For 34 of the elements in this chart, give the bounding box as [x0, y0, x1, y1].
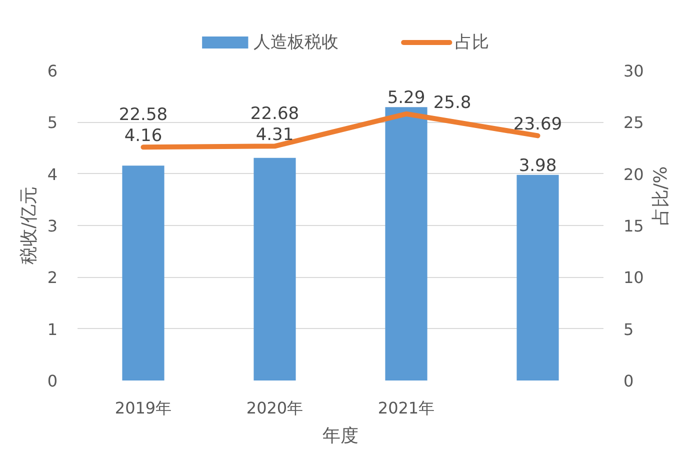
data-label: 22.58: [118, 105, 168, 126]
y2-tick-label: 10: [624, 268, 644, 288]
legend-label: 占比: [455, 32, 490, 52]
y-tick-label: 1: [47, 320, 58, 339]
data-label: 4.16: [124, 126, 162, 146]
data-label: 3.98: [518, 156, 557, 176]
y2-tick-label: 30: [624, 62, 644, 80]
bar: [385, 107, 428, 380]
y-tick-label: 6: [47, 62, 58, 80]
y2-axis-title: 占比/%: [650, 166, 672, 226]
legend-label: 人造板税收: [254, 32, 339, 52]
x-tick-label: 2021年: [378, 398, 435, 418]
y-tick-label: 2: [47, 268, 58, 288]
bar: [122, 166, 164, 380]
y-tick-label: 0: [47, 372, 58, 390]
y2-tick-label: 0: [624, 372, 634, 390]
x-axis-title: 年度: [322, 426, 358, 446]
data-label: 23.69: [513, 114, 562, 135]
y-tick-label: 3: [47, 216, 58, 236]
bar: [254, 158, 296, 380]
y2-tick-label: 5: [624, 320, 634, 339]
data-label: 25.8: [433, 92, 472, 113]
y-tick-label: 4: [47, 164, 58, 184]
x-tick-label: 2019年: [114, 398, 172, 418]
y2-tick-label: 25: [624, 113, 644, 132]
y2-tick-label: 15: [624, 216, 644, 236]
data-label: 5.29: [387, 88, 426, 108]
x-tick-label: 2020年: [246, 398, 304, 418]
y-axis-title: 税收/亿元: [18, 186, 40, 265]
data-label: 22.68: [250, 104, 300, 124]
y-tick-label: 5: [47, 113, 58, 132]
bar: [516, 174, 559, 380]
data-label: 4.31: [256, 125, 294, 146]
y2-tick-label: 20: [624, 164, 644, 184]
